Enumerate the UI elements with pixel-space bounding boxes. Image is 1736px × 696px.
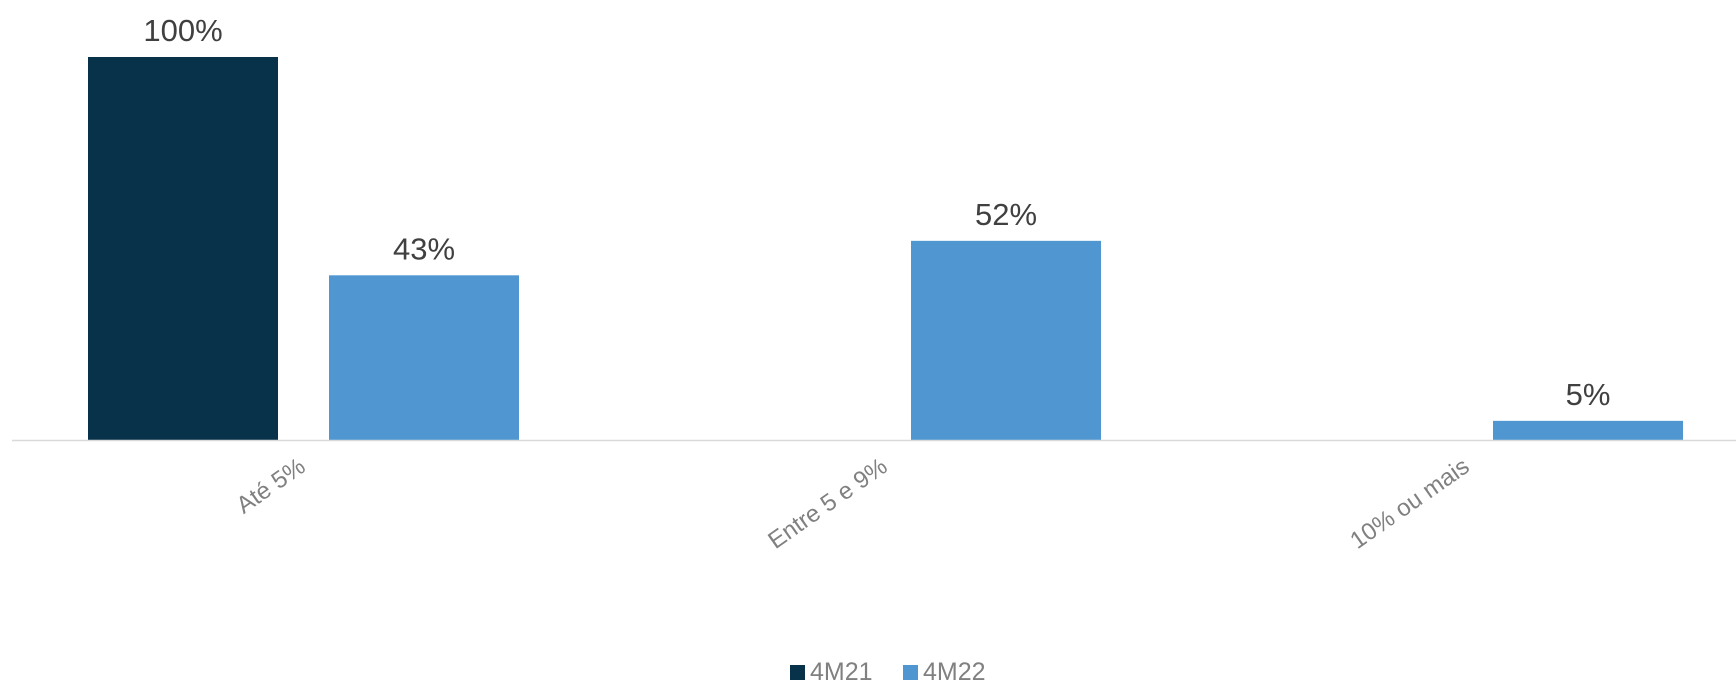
bar-4m22-entre-5-e-9 xyxy=(911,240,1101,440)
legend-label-4m22: 4M22 xyxy=(923,658,986,686)
bar-4m21-at-5 xyxy=(88,57,278,440)
data-label-4m22-at-5: 43% xyxy=(393,231,455,266)
data-label-4m22-entre-5-e-9: 52% xyxy=(975,197,1037,232)
data-labels-layer: 100% 43% 52% 5% xyxy=(143,13,1610,412)
legend-label-4m21: 4M21 xyxy=(810,658,873,686)
x-tick-label-at-5: Até 5% xyxy=(232,453,311,520)
bar-4m22-10-ou-mais xyxy=(1493,420,1683,440)
x-tick-labels-layer: Até 5% Entre 5 e 9% 10% ou mais xyxy=(232,453,1475,555)
legend: 4M21 4M22 xyxy=(790,658,986,686)
data-label-4m22-10-ou-mais: 5% xyxy=(1566,377,1611,412)
data-label-4m21-at-5: 100% xyxy=(143,13,222,48)
bar-4m22-at-5 xyxy=(329,275,519,440)
legend-swatch-4m22 xyxy=(903,665,918,680)
x-tick-label-10-ou-mais: 10% ou mais xyxy=(1345,453,1474,555)
legend-swatch-4m21 xyxy=(790,665,805,680)
x-tick-label-entre-5-e-9: Entre 5 e 9% xyxy=(763,453,892,555)
bars-layer xyxy=(88,57,1683,440)
